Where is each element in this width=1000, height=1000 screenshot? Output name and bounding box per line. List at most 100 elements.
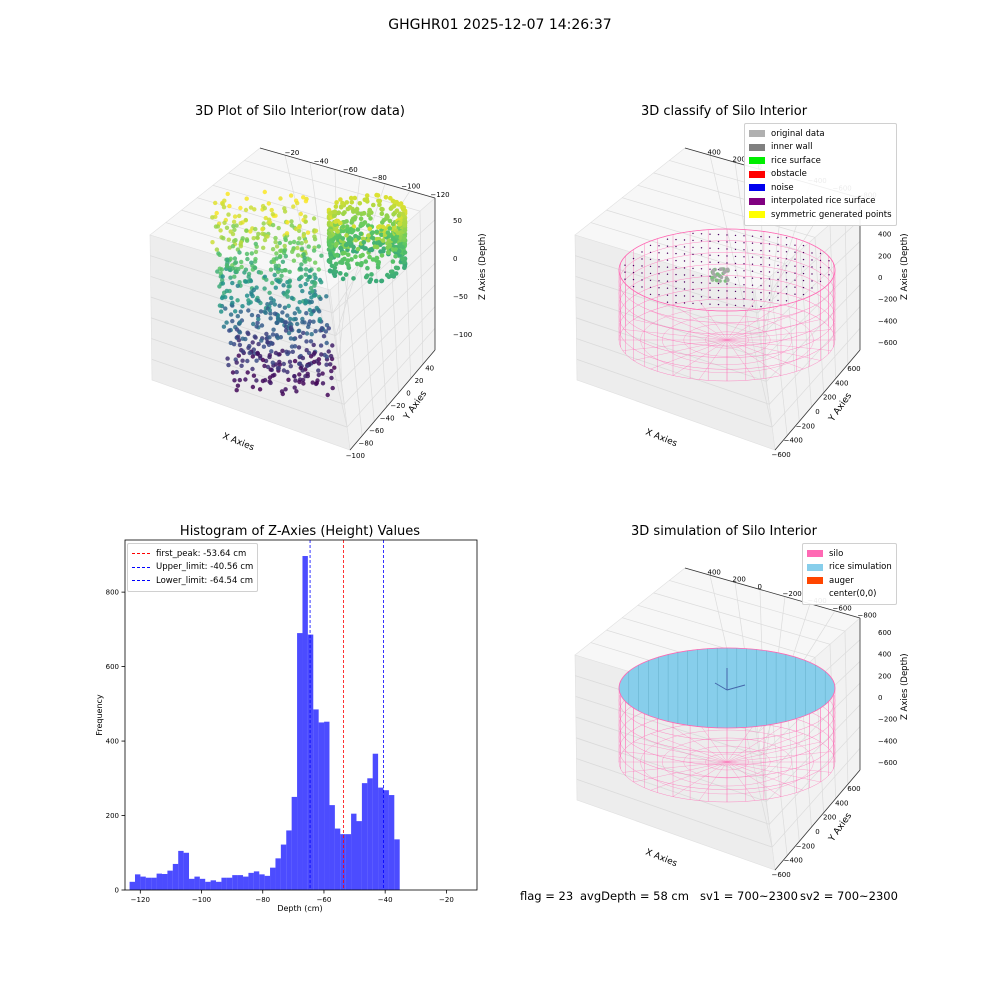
sim-y-tick: −200 [878,716,897,724]
cls-interp-point [785,251,788,253]
raw-point [245,330,250,335]
cls-interp-point [819,252,822,255]
simulation-legend-item: silo [807,547,892,561]
raw-point [390,221,396,227]
raw-grid-line [151,328,436,428]
cls-interp-point [632,257,635,260]
cls-interp-point [666,252,669,254]
raw-point [340,236,346,241]
raw-point [261,344,267,349]
raw-point [235,334,241,339]
cls-interp-point [743,305,745,307]
hist-xtick-label: −60 [317,896,332,904]
raw-point [251,321,256,327]
cls-floor-spoke [650,310,728,341]
raw-point [312,350,317,356]
cls-interp-point [700,268,703,270]
raw-point [353,254,358,259]
raw-point [346,240,352,246]
raw-point [379,278,385,284]
cls-interp-point [777,292,779,295]
cls-interp-point [658,287,660,289]
raw-3d-plot: −100−80−60−40−2002040500−50−100−20−40−60… [149,147,488,460]
raw-z-tick: −80 [372,174,387,182]
cls-cluster-point [711,271,716,276]
raw-point [303,267,309,272]
raw-point [235,283,240,288]
raw-point [352,217,357,222]
sim-y-tick: 600 [878,629,891,637]
cls-floor-spoke [672,339,728,376]
simulation-legend-item: rice simulation [807,561,892,575]
sim-y-tick: 400 [878,651,891,659]
cls-grid-line [575,255,758,314]
sim-silo-wireframe [618,647,836,803]
cls-floor-spoke [622,329,728,341]
raw-point [250,384,256,390]
cls-interp-point [726,262,728,264]
legend-label: rice surface [771,155,821,166]
raw-point [237,213,242,219]
cls-interp-point [632,271,635,274]
legend-label: auger [829,575,854,586]
cls-interp-point [794,293,796,295]
hist-legend-item: Upper_limit: -40.56 cm [132,561,253,575]
raw-point [220,274,225,279]
raw-point [271,327,276,332]
cls-x-axis-line [774,349,861,451]
raw-point [244,293,250,298]
hist-xtick-label: −120 [131,896,150,904]
hist-bar [394,839,400,890]
raw-point [296,328,301,334]
sim-grid-line [576,704,861,802]
raw-point [372,244,378,249]
cls-interp-point [641,286,643,288]
cls-grid-line [576,328,861,428]
hist-bar [151,877,157,890]
legend-label: Lower_limit: -64.54 cm [156,575,254,586]
hist-ylabel: Frequency [95,694,104,736]
raw-point [332,273,338,278]
raw-point [273,285,278,290]
raw-point [348,195,354,201]
cls-interp-point [768,250,771,252]
cls-interp-point [692,253,694,256]
raw-point [245,370,250,375]
raw-point [277,359,282,365]
raw-point [224,263,230,268]
raw-point [264,331,269,337]
raw-point [254,378,259,383]
raw-point [285,313,290,318]
raw-point [261,221,266,226]
cls-interp-point [802,258,805,261]
raw-point [309,299,314,305]
cls-interp-point [649,258,652,261]
raw-point [367,226,373,232]
raw-point [247,350,252,356]
cls-interp-point [700,240,703,242]
raw-point [268,367,273,372]
sim-y-tick: 0 [878,694,882,702]
raw-point [303,281,308,287]
cls-interp-point [649,272,652,275]
legend-swatch [749,211,765,219]
raw-point [229,295,234,301]
raw-x-tick: 40 [425,364,434,372]
legend-swatch [749,130,765,138]
sim-x-tick: 400 [835,799,848,807]
cls-interp-point [743,249,745,251]
raw-point [366,233,371,238]
hist-bar [372,753,379,890]
raw-point [249,312,255,318]
sim-floor-ring [705,753,749,771]
cls-interp-point [777,264,779,267]
legend-line-swatch [132,553,150,555]
raw-grid-line [309,162,345,405]
raw-point [301,330,306,336]
cls-interp-point [743,270,745,272]
raw-point [328,362,333,367]
cls-interp-point [717,247,720,250]
raw-point [281,368,287,373]
raw-point [236,353,241,358]
raw-point [273,239,278,245]
